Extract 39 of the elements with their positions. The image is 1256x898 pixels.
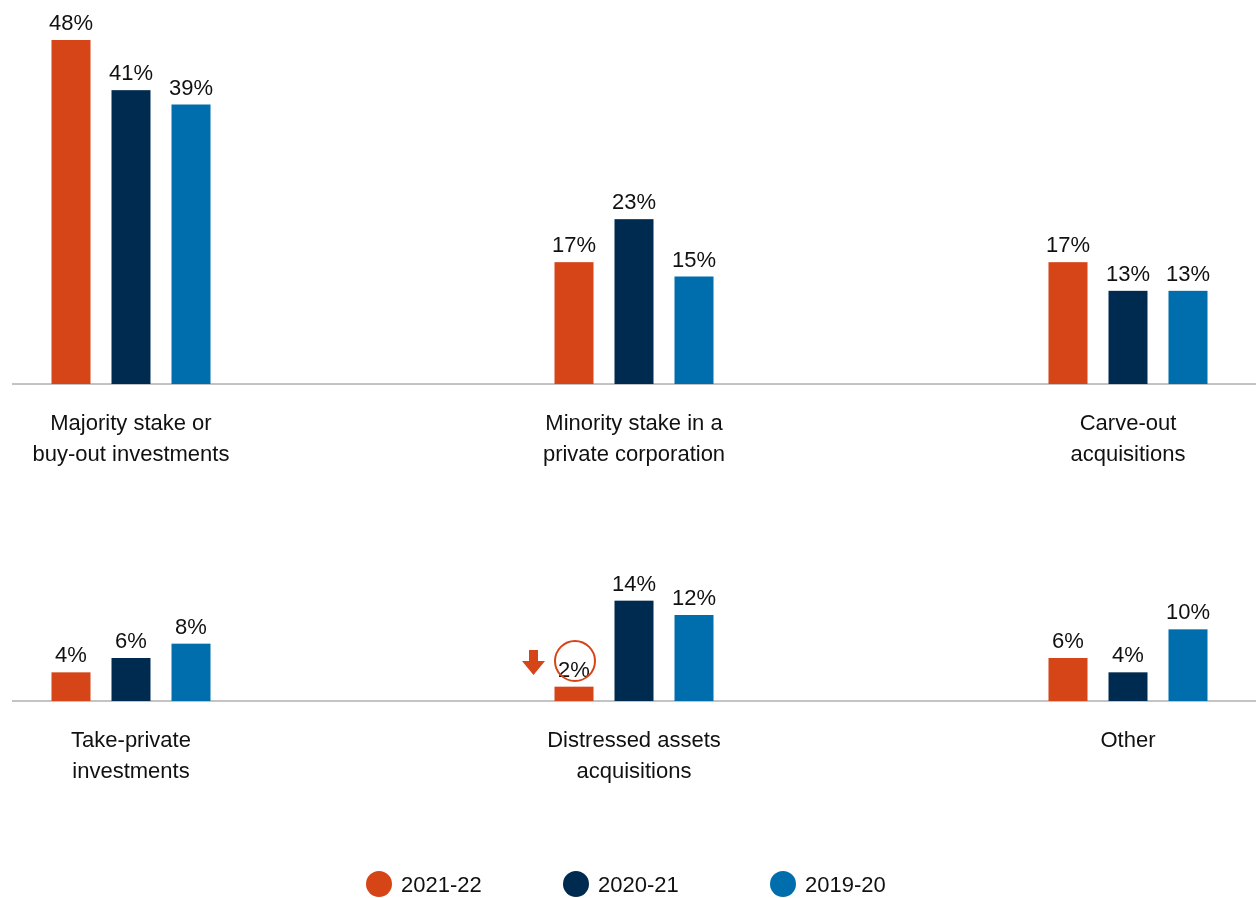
bar [111, 658, 151, 701]
bar [171, 104, 211, 384]
data-label: 48% [48, 10, 94, 35]
data-label: 17% [551, 232, 597, 258]
bar [1048, 658, 1088, 701]
bar [1108, 290, 1148, 384]
legend-label: 2019-20 [805, 872, 886, 897]
x-tick-label: Carve-out acquisitions [1070, 410, 1186, 466]
data-label: 41% [108, 60, 154, 86]
x-tick-label: Other [1100, 727, 1156, 752]
legend-label: 2020-21 [598, 872, 679, 897]
data-label: 15% [671, 246, 717, 272]
data-label: 12% [671, 585, 717, 610]
data-label: 39% [168, 74, 214, 100]
x-tick-label: Take-private investments [71, 727, 191, 783]
bar [111, 90, 151, 384]
data-label: 4% [55, 642, 87, 668]
bar [171, 643, 211, 701]
bar [1168, 290, 1208, 384]
x-tick-label: Distressed assets acquisitions [547, 727, 721, 783]
data-label: 6% [1052, 628, 1084, 653]
bar [1108, 672, 1148, 701]
data-label: 8% [175, 613, 207, 639]
data-label: 10% [1165, 599, 1211, 625]
data-label: 6% [115, 628, 147, 653]
legend-label: 2021-22 [401, 872, 482, 897]
bar [1048, 262, 1088, 384]
data-label: 17% [1045, 232, 1091, 258]
data-label: 2% [558, 656, 590, 682]
data-label: 23% [611, 189, 657, 215]
bar [51, 672, 91, 701]
bar [51, 40, 91, 384]
data-label: 13% [1165, 260, 1211, 286]
x-tick-label: Minority stake in a private corporation [542, 410, 726, 466]
data-label: 14% [611, 570, 657, 596]
data-label: 13% [1105, 260, 1151, 286]
bar [1168, 629, 1208, 701]
data-label: 4% [1112, 642, 1144, 668]
x-tick-label: Majority stake or buy-out investments [32, 410, 230, 466]
